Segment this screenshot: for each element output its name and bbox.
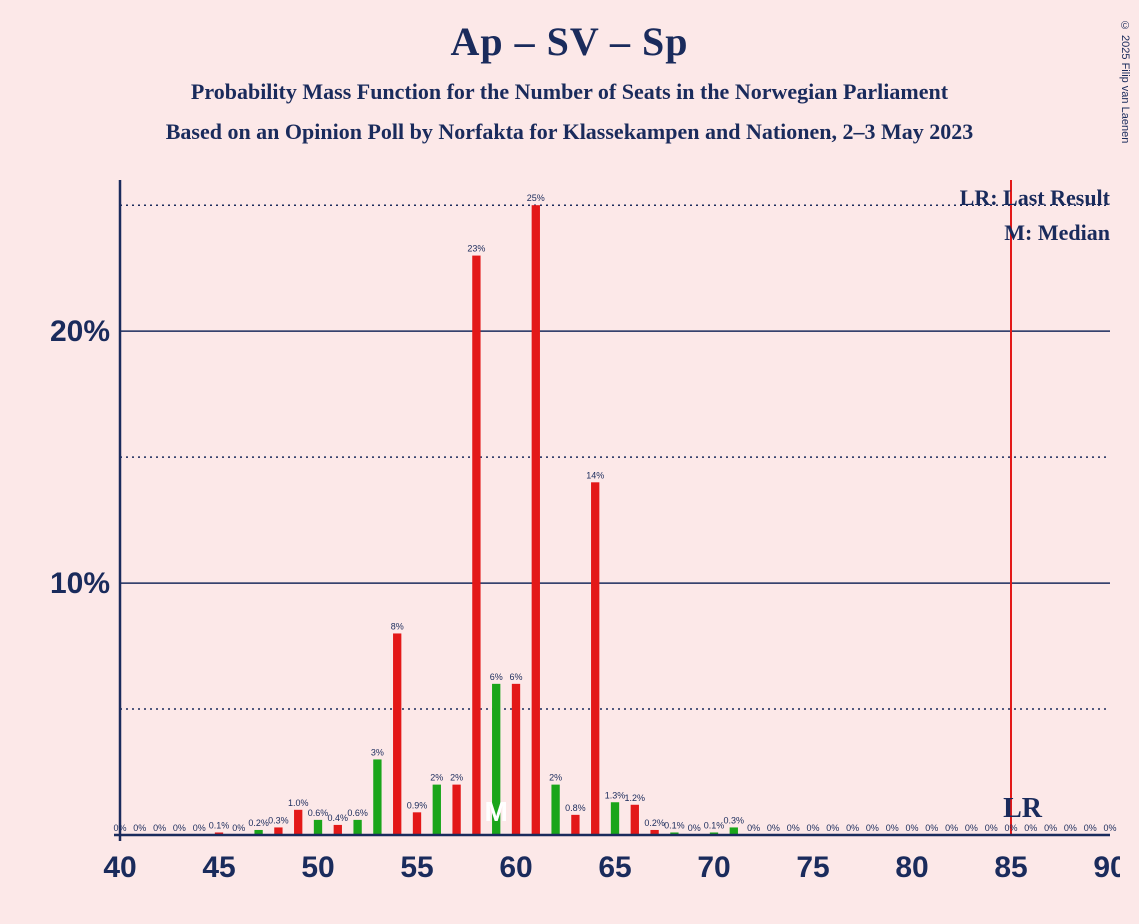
- svg-text:40: 40: [103, 851, 136, 884]
- svg-text:0%: 0%: [747, 823, 760, 833]
- svg-text:6%: 6%: [509, 672, 522, 682]
- svg-text:55: 55: [400, 851, 433, 884]
- svg-text:0%: 0%: [1103, 823, 1116, 833]
- svg-text:0%: 0%: [133, 823, 146, 833]
- svg-text:6%: 6%: [490, 672, 503, 682]
- svg-text:0%: 0%: [826, 823, 839, 833]
- svg-text:0.1%: 0.1%: [704, 820, 725, 830]
- svg-text:0%: 0%: [846, 823, 859, 833]
- svg-text:45: 45: [202, 851, 235, 884]
- subtitle-1: Probability Mass Function for the Number…: [0, 79, 1139, 105]
- svg-text:1.0%: 1.0%: [288, 798, 309, 808]
- svg-text:50: 50: [301, 851, 334, 884]
- svg-text:M: M: [485, 796, 508, 827]
- svg-text:20%: 20%: [50, 315, 110, 348]
- svg-text:80: 80: [895, 851, 928, 884]
- svg-text:0.2%: 0.2%: [644, 818, 665, 828]
- copyright-text: © 2025 Filip van Laenen: [1119, 20, 1131, 143]
- svg-text:0%: 0%: [1044, 823, 1057, 833]
- svg-text:0.3%: 0.3%: [724, 815, 745, 825]
- svg-text:0%: 0%: [965, 823, 978, 833]
- subtitle-2: Based on an Opinion Poll by Norfakta for…: [0, 119, 1139, 145]
- legend-lr: LR: Last Result: [960, 180, 1110, 215]
- svg-text:8%: 8%: [391, 621, 404, 631]
- svg-text:0%: 0%: [985, 823, 998, 833]
- main-title: Ap – SV – Sp: [0, 18, 1139, 65]
- svg-text:2%: 2%: [549, 773, 562, 783]
- svg-text:0.6%: 0.6%: [308, 808, 329, 818]
- svg-text:0%: 0%: [925, 823, 938, 833]
- svg-text:0%: 0%: [767, 823, 780, 833]
- svg-text:3%: 3%: [371, 747, 384, 757]
- svg-text:0.2%: 0.2%: [248, 818, 269, 828]
- chart-container: LR: Last Result M: Median LR 10%20%0%0%0…: [40, 180, 1120, 900]
- svg-text:75: 75: [796, 851, 829, 884]
- svg-text:0%: 0%: [1064, 823, 1077, 833]
- svg-text:2%: 2%: [450, 773, 463, 783]
- legend-m: M: Median: [960, 215, 1110, 250]
- legend: LR: Last Result M: Median: [960, 180, 1110, 250]
- svg-text:0%: 0%: [866, 823, 879, 833]
- svg-text:60: 60: [499, 851, 532, 884]
- svg-text:0.4%: 0.4%: [328, 813, 349, 823]
- svg-text:0%: 0%: [232, 823, 245, 833]
- svg-text:0%: 0%: [1084, 823, 1097, 833]
- lr-axis-label: LR: [1003, 793, 1042, 825]
- svg-text:70: 70: [697, 851, 730, 884]
- svg-text:0%: 0%: [886, 823, 899, 833]
- svg-text:14%: 14%: [586, 470, 604, 480]
- svg-text:1.2%: 1.2%: [625, 793, 646, 803]
- svg-text:65: 65: [598, 851, 631, 884]
- svg-text:0%: 0%: [806, 823, 819, 833]
- svg-text:0%: 0%: [905, 823, 918, 833]
- svg-text:0%: 0%: [787, 823, 800, 833]
- svg-text:1.3%: 1.3%: [605, 790, 626, 800]
- svg-text:25%: 25%: [527, 193, 545, 203]
- svg-text:0.8%: 0.8%: [565, 803, 586, 813]
- svg-text:2%: 2%: [430, 773, 443, 783]
- svg-text:0.9%: 0.9%: [407, 800, 428, 810]
- svg-text:0.6%: 0.6%: [347, 808, 368, 818]
- svg-text:0%: 0%: [173, 823, 186, 833]
- svg-text:0%: 0%: [945, 823, 958, 833]
- svg-text:90: 90: [1093, 851, 1120, 884]
- svg-text:0%: 0%: [193, 823, 206, 833]
- svg-text:0%: 0%: [688, 823, 701, 833]
- svg-text:0.1%: 0.1%: [664, 820, 685, 830]
- title-block: Ap – SV – Sp Probability Mass Function f…: [0, 0, 1139, 145]
- svg-text:0.3%: 0.3%: [268, 815, 289, 825]
- svg-text:0.1%: 0.1%: [209, 820, 230, 830]
- svg-text:85: 85: [994, 851, 1027, 884]
- svg-text:0%: 0%: [153, 823, 166, 833]
- svg-text:23%: 23%: [467, 244, 485, 254]
- chart-svg: 10%20%0%0%0%0%0%0.1%0%0.2%0.3%1.0%0.6%0.…: [40, 180, 1120, 900]
- svg-text:10%: 10%: [50, 567, 110, 600]
